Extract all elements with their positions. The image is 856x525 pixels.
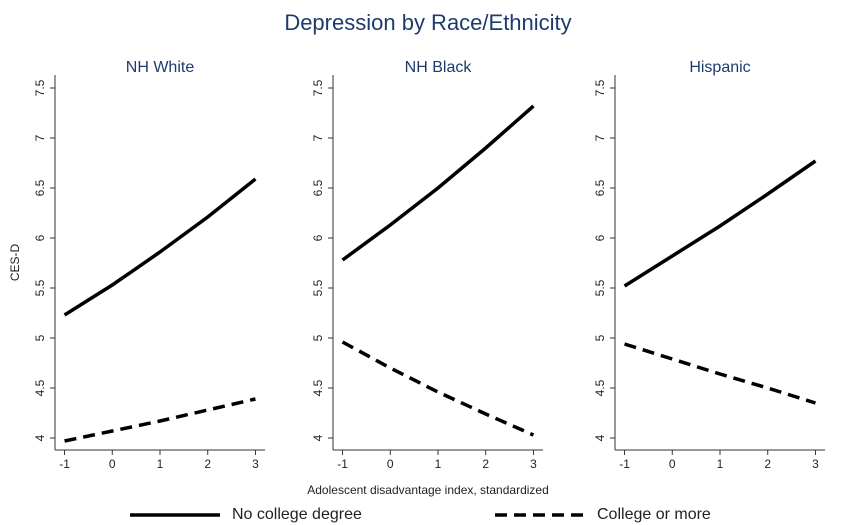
- x-tick-label: 3: [812, 457, 819, 471]
- y-tick-label: 4: [593, 434, 607, 441]
- x-tick-label: 3: [530, 457, 537, 471]
- line-series: [624, 342, 816, 405]
- y-tick-label: 7: [311, 134, 325, 141]
- legend-label: No college degree: [232, 506, 362, 523]
- x-tick-label: 0: [669, 457, 676, 471]
- x-tick-label: 1: [157, 457, 164, 471]
- y-tick-label: 4.5: [593, 379, 607, 396]
- y-tick-label: 5.5: [33, 279, 47, 296]
- y-tick-label: 6: [311, 234, 325, 241]
- y-tick-label: 6.5: [33, 179, 47, 196]
- y-tick-label: 5: [593, 334, 607, 341]
- y-tick-label: 5: [311, 334, 325, 341]
- y-tick-label: 7: [33, 134, 47, 141]
- y-tick-label: 4.5: [33, 379, 47, 396]
- line-series: [63, 177, 257, 317]
- y-tick-label: 5: [33, 334, 47, 341]
- y-tick-label: 7.5: [33, 79, 47, 96]
- line-series: [623, 159, 817, 288]
- y-tick-label: 6: [593, 234, 607, 241]
- x-axis-label: Adolescent disadvantage index, standardi…: [307, 483, 549, 497]
- y-tick-label: 6: [33, 234, 47, 241]
- x-tick-label: 1: [717, 457, 724, 471]
- panel-title: NH White: [126, 59, 195, 76]
- x-tick-label: 0: [387, 457, 394, 471]
- x-tick-label: 2: [204, 457, 211, 471]
- y-tick-label: 7: [593, 134, 607, 141]
- x-tick-label: -1: [619, 457, 630, 471]
- panel-title: NH Black: [405, 59, 473, 76]
- x-tick-label: 0: [109, 457, 116, 471]
- chart-title: Depression by Race/Ethnicity: [284, 10, 571, 35]
- x-tick-label: -1: [59, 457, 70, 471]
- y-axis-label: CES-D: [8, 244, 22, 282]
- y-tick-label: 4: [33, 434, 47, 441]
- y-tick-label: 7.5: [311, 79, 325, 96]
- y-tick-label: 5.5: [311, 279, 325, 296]
- line-series: [341, 104, 535, 262]
- x-tick-label: -1: [337, 457, 348, 471]
- legend-label: College or more: [597, 506, 711, 523]
- x-tick-label: 1: [435, 457, 442, 471]
- y-tick-label: 6.5: [311, 179, 325, 196]
- y-tick-label: 5.5: [593, 279, 607, 296]
- y-tick-label: 7.5: [593, 79, 607, 96]
- x-tick-label: 2: [482, 457, 489, 471]
- panel-title: Hispanic: [689, 59, 750, 76]
- line-series: [64, 397, 256, 443]
- y-tick-label: 4.5: [311, 379, 325, 396]
- y-tick-label: 4: [311, 434, 325, 441]
- line-series: [341, 340, 535, 437]
- x-tick-label: 2: [764, 457, 771, 471]
- y-tick-label: 6.5: [593, 179, 607, 196]
- x-tick-label: 3: [252, 457, 259, 471]
